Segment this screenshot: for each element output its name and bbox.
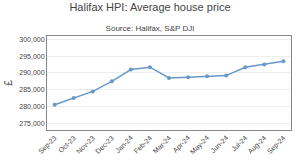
svg-text:£: £ bbox=[3, 80, 14, 86]
svg-text:275,000: 275,000 bbox=[19, 120, 44, 127]
svg-text:Aug-24: Aug-24 bbox=[247, 134, 269, 156]
svg-text:Source: Halifax, S&P DJI: Source: Halifax, S&P DJI bbox=[106, 24, 195, 33]
svg-text:Jan-24: Jan-24 bbox=[114, 134, 134, 154]
svg-text:Halifax HPI: Average house pri: Halifax HPI: Average house price bbox=[69, 1, 230, 13]
svg-text:Jul-24: Jul-24 bbox=[230, 134, 249, 153]
svg-text:May-24: May-24 bbox=[189, 134, 211, 156]
svg-text:280,000: 280,000 bbox=[19, 103, 44, 110]
svg-text:Jun-24: Jun-24 bbox=[209, 134, 229, 154]
svg-text:295,000: 295,000 bbox=[19, 53, 44, 60]
svg-text:Feb-24: Feb-24 bbox=[132, 134, 153, 155]
svg-text:Apr-24: Apr-24 bbox=[171, 134, 192, 155]
svg-text:Sep-24: Sep-24 bbox=[266, 134, 288, 156]
svg-text:300,000: 300,000 bbox=[19, 36, 44, 43]
svg-text:Dec-23: Dec-23 bbox=[94, 134, 115, 155]
svg-text:Oct-23: Oct-23 bbox=[57, 134, 77, 154]
svg-text:Nov-23: Nov-23 bbox=[75, 134, 96, 155]
svg-text:Mar-24: Mar-24 bbox=[152, 134, 173, 155]
svg-text:Sep-23: Sep-23 bbox=[37, 134, 59, 156]
svg-text:285,000: 285,000 bbox=[19, 86, 44, 93]
svg-text:290,000: 290,000 bbox=[19, 69, 44, 76]
